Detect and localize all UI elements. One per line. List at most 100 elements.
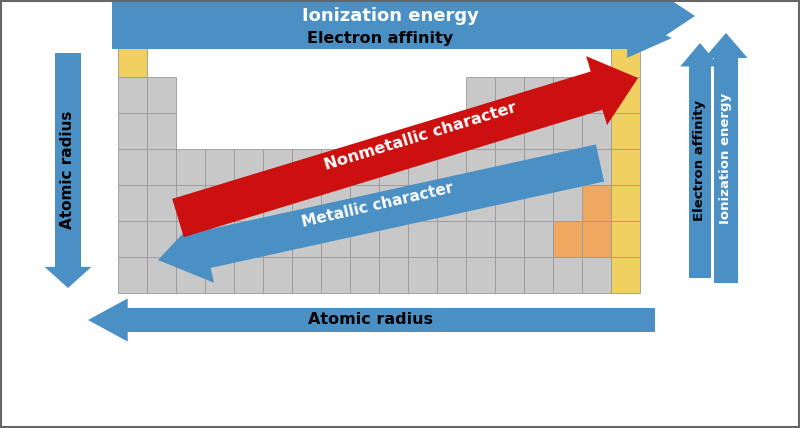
Bar [466, 113, 495, 149]
Bar [147, 77, 176, 113]
Bar [466, 221, 495, 257]
Bar [611, 113, 640, 149]
Bar [553, 185, 582, 221]
Bar [524, 221, 553, 257]
Bar [611, 185, 640, 221]
Polygon shape [158, 144, 604, 283]
Polygon shape [172, 56, 638, 237]
Polygon shape [88, 298, 655, 342]
Bar [524, 149, 553, 185]
Bar [147, 257, 176, 293]
Bar [553, 113, 582, 149]
Bar [263, 185, 292, 221]
Bar [292, 149, 321, 185]
Bar [292, 221, 321, 257]
Bar [234, 185, 263, 221]
Bar [408, 185, 437, 221]
Bar [524, 185, 553, 221]
Bar [495, 77, 524, 113]
Bar [495, 185, 524, 221]
Bar [611, 221, 640, 257]
Polygon shape [680, 43, 720, 278]
Bar [118, 221, 147, 257]
Bar [118, 113, 147, 149]
Bar [611, 77, 640, 113]
Text: Electron affinity: Electron affinity [694, 99, 706, 220]
Bar [553, 221, 582, 257]
Bar [321, 149, 350, 185]
Bar [466, 185, 495, 221]
Bar [582, 77, 611, 113]
Text: Ionization energy: Ionization energy [302, 7, 478, 25]
Bar [553, 149, 582, 185]
Bar [263, 221, 292, 257]
Bar [379, 257, 408, 293]
Bar [466, 149, 495, 185]
Bar [495, 257, 524, 293]
Polygon shape [704, 33, 747, 283]
Bar [437, 257, 466, 293]
Bar [321, 221, 350, 257]
Bar [611, 257, 640, 293]
Polygon shape [112, 18, 672, 58]
Bar [176, 257, 205, 293]
Bar [582, 185, 611, 221]
Bar [408, 257, 437, 293]
Bar [147, 113, 176, 149]
Bar [582, 257, 611, 293]
Bar [350, 221, 379, 257]
Bar [234, 221, 263, 257]
Bar [495, 113, 524, 149]
Bar [118, 149, 147, 185]
Bar [263, 257, 292, 293]
Bar [437, 221, 466, 257]
Bar [147, 221, 176, 257]
Bar [321, 257, 350, 293]
Bar [147, 149, 176, 185]
Bar [466, 77, 495, 113]
Bar [321, 185, 350, 221]
Bar [118, 77, 147, 113]
Bar [205, 185, 234, 221]
Bar [234, 257, 263, 293]
Bar [466, 257, 495, 293]
Bar [611, 41, 640, 77]
Bar [292, 257, 321, 293]
Bar [495, 221, 524, 257]
Bar [118, 257, 147, 293]
Bar [495, 149, 524, 185]
Bar [292, 185, 321, 221]
Polygon shape [45, 53, 91, 288]
Text: Nonmetallic character: Nonmetallic character [322, 100, 518, 172]
Bar [611, 149, 640, 185]
Bar [350, 185, 379, 221]
Bar [205, 221, 234, 257]
Bar [553, 257, 582, 293]
Bar [118, 185, 147, 221]
Bar [408, 149, 437, 185]
Text: Electron affinity: Electron affinity [307, 30, 453, 45]
Bar [553, 77, 582, 113]
Text: Atomic radius: Atomic radius [307, 312, 433, 327]
Bar [379, 221, 408, 257]
Bar [524, 77, 553, 113]
Bar [437, 185, 466, 221]
Bar [176, 149, 205, 185]
Bar [263, 149, 292, 185]
Bar [379, 149, 408, 185]
Bar [176, 221, 205, 257]
Bar [524, 257, 553, 293]
Bar [582, 221, 611, 257]
Bar [176, 185, 205, 221]
Bar [582, 113, 611, 149]
Bar [524, 113, 553, 149]
Bar [350, 257, 379, 293]
Bar [350, 149, 379, 185]
Bar [118, 41, 147, 77]
Bar [205, 257, 234, 293]
Bar [437, 149, 466, 185]
Bar [408, 221, 437, 257]
Text: Ionization energy: Ionization energy [719, 92, 733, 223]
Bar [234, 149, 263, 185]
Bar [379, 185, 408, 221]
